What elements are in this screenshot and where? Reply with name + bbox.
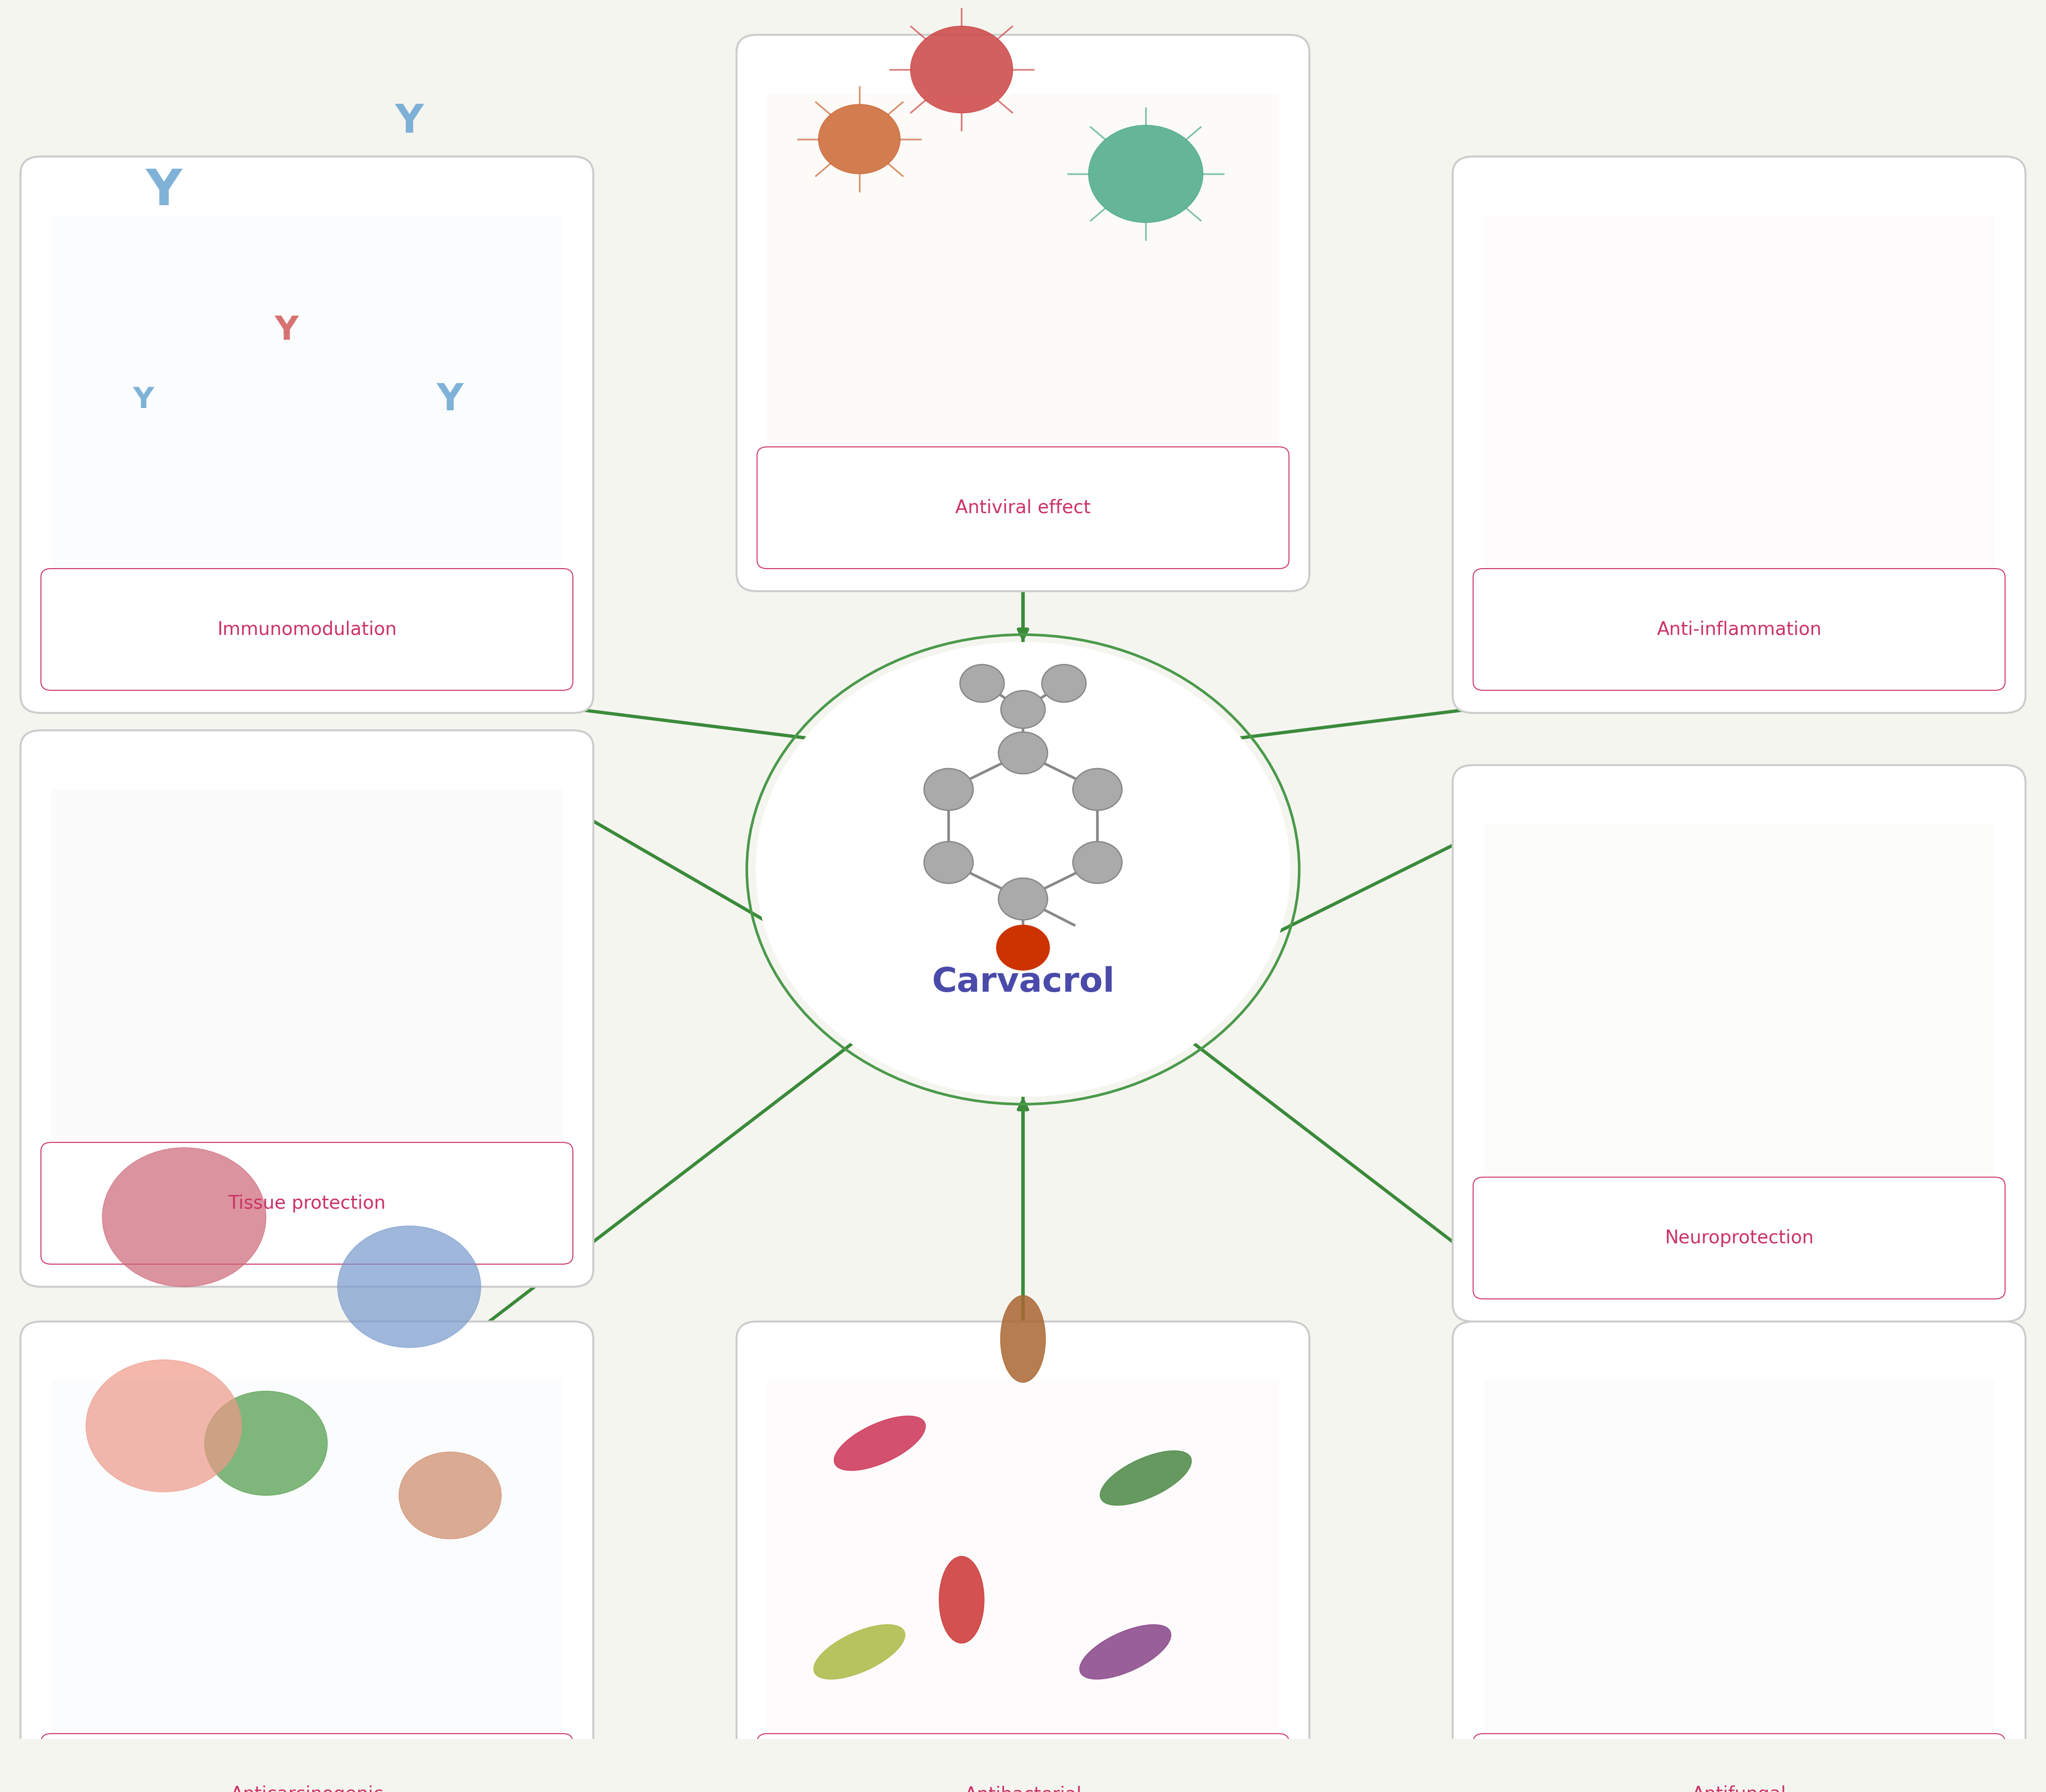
Ellipse shape bbox=[808, 1633, 910, 1670]
Circle shape bbox=[910, 27, 1013, 113]
FancyBboxPatch shape bbox=[41, 568, 573, 690]
FancyBboxPatch shape bbox=[1453, 156, 2026, 713]
FancyBboxPatch shape bbox=[1453, 765, 2026, 1321]
Text: Immunomodulation: Immunomodulation bbox=[217, 620, 397, 638]
FancyBboxPatch shape bbox=[41, 1733, 573, 1792]
Circle shape bbox=[998, 733, 1048, 774]
Text: Neuroprotection: Neuroprotection bbox=[1665, 1229, 1813, 1247]
Text: Y: Y bbox=[133, 385, 153, 414]
Text: Y: Y bbox=[395, 102, 424, 142]
Text: Antibacterial: Antibacterial bbox=[964, 1785, 1082, 1792]
FancyBboxPatch shape bbox=[1483, 1380, 1995, 1745]
Text: Tissue protection: Tissue protection bbox=[227, 1193, 387, 1211]
FancyBboxPatch shape bbox=[737, 34, 1309, 591]
FancyBboxPatch shape bbox=[51, 790, 563, 1154]
FancyBboxPatch shape bbox=[20, 156, 593, 713]
Text: Anti-inflammation: Anti-inflammation bbox=[1657, 620, 1821, 638]
Ellipse shape bbox=[990, 1299, 1056, 1378]
Text: Anticarcinogenic: Anticarcinogenic bbox=[231, 1785, 383, 1792]
Circle shape bbox=[1000, 690, 1046, 728]
FancyBboxPatch shape bbox=[737, 1321, 1309, 1792]
Circle shape bbox=[998, 878, 1048, 919]
FancyBboxPatch shape bbox=[51, 215, 563, 581]
FancyBboxPatch shape bbox=[41, 1143, 573, 1263]
Ellipse shape bbox=[1093, 1613, 1158, 1690]
FancyBboxPatch shape bbox=[20, 731, 593, 1287]
FancyBboxPatch shape bbox=[767, 1380, 1279, 1745]
Circle shape bbox=[818, 104, 900, 174]
Circle shape bbox=[925, 842, 974, 883]
Circle shape bbox=[102, 1147, 266, 1287]
Circle shape bbox=[1072, 842, 1121, 883]
Circle shape bbox=[205, 1391, 327, 1495]
FancyBboxPatch shape bbox=[767, 93, 1279, 459]
Circle shape bbox=[1041, 665, 1086, 702]
Ellipse shape bbox=[1101, 1452, 1191, 1505]
Circle shape bbox=[86, 1360, 241, 1493]
Circle shape bbox=[338, 1226, 481, 1348]
Text: Carvacrol: Carvacrol bbox=[931, 966, 1115, 998]
Text: Antiviral effect: Antiviral effect bbox=[955, 498, 1091, 516]
Circle shape bbox=[960, 665, 1005, 702]
Circle shape bbox=[1088, 125, 1203, 222]
FancyBboxPatch shape bbox=[20, 1321, 593, 1792]
FancyBboxPatch shape bbox=[1473, 568, 2005, 690]
Circle shape bbox=[1072, 769, 1121, 810]
FancyBboxPatch shape bbox=[1473, 1733, 2005, 1792]
Text: Y: Y bbox=[436, 382, 464, 418]
Ellipse shape bbox=[929, 1561, 994, 1638]
FancyBboxPatch shape bbox=[1483, 215, 1995, 581]
Text: Y: Y bbox=[274, 315, 299, 346]
Ellipse shape bbox=[847, 1405, 913, 1482]
Circle shape bbox=[399, 1452, 501, 1539]
Circle shape bbox=[757, 643, 1289, 1095]
FancyBboxPatch shape bbox=[757, 446, 1289, 568]
FancyBboxPatch shape bbox=[757, 1733, 1289, 1792]
Circle shape bbox=[925, 769, 974, 810]
FancyBboxPatch shape bbox=[1483, 824, 1995, 1190]
FancyBboxPatch shape bbox=[1473, 1177, 2005, 1299]
FancyBboxPatch shape bbox=[1453, 1321, 2026, 1792]
Circle shape bbox=[996, 925, 1050, 969]
Text: Antifungal: Antifungal bbox=[1692, 1785, 1786, 1792]
FancyBboxPatch shape bbox=[51, 1380, 563, 1745]
Text: Y: Y bbox=[145, 167, 182, 215]
